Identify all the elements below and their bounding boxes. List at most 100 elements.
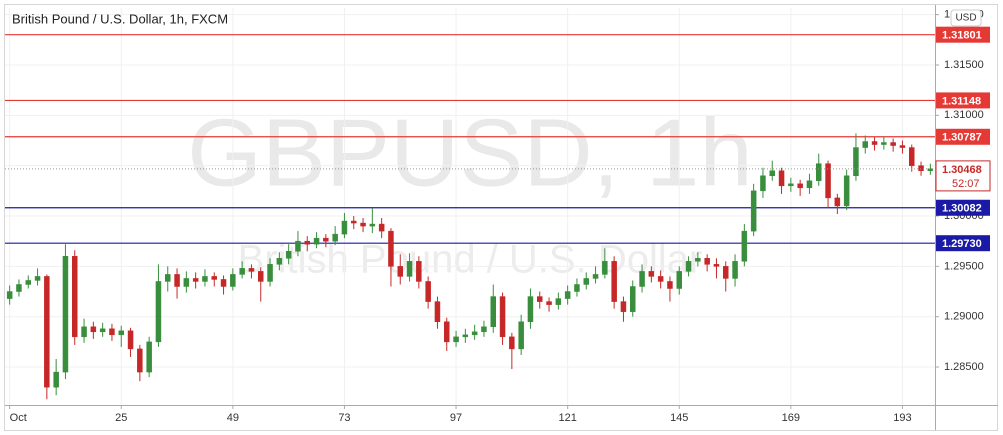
candle-body xyxy=(537,296,543,302)
candle-body xyxy=(53,371,59,388)
candle-body xyxy=(72,256,78,338)
level-label: 1.31801 xyxy=(942,30,982,42)
candle-body xyxy=(416,261,422,282)
x-tick-label: 145 xyxy=(670,412,688,424)
candle-body xyxy=(462,334,469,338)
candle-body xyxy=(202,276,208,282)
candle-body xyxy=(434,301,441,322)
candle-body xyxy=(220,279,227,287)
level-label-box xyxy=(936,199,990,216)
candle-body xyxy=(797,183,803,189)
candle-body xyxy=(81,326,87,338)
candle-body xyxy=(676,271,682,289)
candle-body xyxy=(34,276,41,281)
candle-body xyxy=(927,168,934,171)
level-label: 1.30082 xyxy=(942,203,982,215)
candle-body xyxy=(62,256,69,373)
candle-body xyxy=(890,142,896,146)
frame xyxy=(4,4,998,431)
candle-body xyxy=(657,276,664,282)
candle-body xyxy=(620,301,627,312)
candle-body xyxy=(899,145,906,148)
candle-body xyxy=(509,336,515,350)
candle-body xyxy=(341,220,348,235)
candle-body xyxy=(425,281,431,302)
candle-body xyxy=(360,222,366,227)
candle-body xyxy=(248,268,255,272)
x-tick-label: Oct xyxy=(10,412,27,424)
y-tick-label: 1.29500 xyxy=(944,260,984,272)
candle-body xyxy=(267,264,273,282)
candle-body xyxy=(518,321,524,350)
candle-body xyxy=(99,328,106,333)
candle-body xyxy=(304,240,310,245)
candle-body xyxy=(378,223,385,232)
candle-body xyxy=(909,147,915,166)
candle-body xyxy=(453,336,459,343)
watermark: GBPUSD, 1h xyxy=(187,99,753,206)
candle-body xyxy=(769,170,775,176)
x-tick-label: 169 xyxy=(782,412,800,424)
candle-body xyxy=(285,251,292,259)
last-price-box xyxy=(935,160,991,192)
candle-body xyxy=(723,266,729,279)
candle-body xyxy=(490,296,496,328)
candle-body xyxy=(788,183,794,187)
candle-body xyxy=(592,274,599,279)
candle-body xyxy=(630,286,636,312)
level-label: 1.29730 xyxy=(942,238,982,250)
candle-body xyxy=(481,326,487,333)
candle-body xyxy=(685,261,692,272)
candle-body xyxy=(165,274,171,282)
candle-body xyxy=(704,258,710,265)
level-label-box xyxy=(936,128,990,145)
x-tick-label: 121 xyxy=(558,412,576,424)
candle-body xyxy=(648,271,655,277)
currency-label[interactable]: USD xyxy=(955,13,976,24)
x-tick-label: 25 xyxy=(115,412,127,424)
candle-body xyxy=(806,180,813,189)
candle-body xyxy=(611,261,617,302)
level-label-box xyxy=(936,92,990,109)
chart-title: British Pound / U.S. Dollar, 1h, FXCM xyxy=(12,11,228,26)
candle-body xyxy=(230,274,236,287)
y-tick-label: 1.31500 xyxy=(944,59,984,71)
candle-body xyxy=(16,284,22,292)
candle-body xyxy=(825,163,831,199)
candle-body xyxy=(778,170,785,187)
candle-body xyxy=(192,278,199,282)
candle-body xyxy=(258,271,264,282)
candle-body xyxy=(527,296,534,322)
candle-body xyxy=(313,237,320,245)
candle-body xyxy=(741,230,748,262)
level-label-box xyxy=(936,235,990,252)
candle-body xyxy=(760,175,766,192)
level-label: 1.31148 xyxy=(942,95,981,107)
candle-body xyxy=(118,330,124,336)
candle-body xyxy=(109,328,115,336)
candle-body xyxy=(564,291,571,299)
candle-body xyxy=(816,163,822,182)
candle-body xyxy=(351,220,357,224)
y-tick-label: 1.31000 xyxy=(944,109,984,121)
candle-body xyxy=(750,190,757,232)
candle-body xyxy=(295,240,301,252)
candle-body xyxy=(155,281,162,343)
level-label: 1.30787 xyxy=(942,132,982,144)
candle-body xyxy=(127,330,134,350)
candle-body xyxy=(862,141,868,148)
countdown-label: 52:07 xyxy=(952,178,980,190)
currency-button[interactable] xyxy=(950,9,982,27)
candle-body xyxy=(174,274,180,287)
candle-body xyxy=(239,268,245,275)
candle-body xyxy=(90,326,97,333)
candle-body xyxy=(918,165,924,171)
candle-body xyxy=(471,331,478,336)
candle-body xyxy=(667,281,673,289)
x-tick-label: 193 xyxy=(893,412,911,424)
candle-body xyxy=(332,233,338,242)
y-tick-label: 1.28500 xyxy=(944,361,984,373)
candle-body xyxy=(369,223,376,227)
